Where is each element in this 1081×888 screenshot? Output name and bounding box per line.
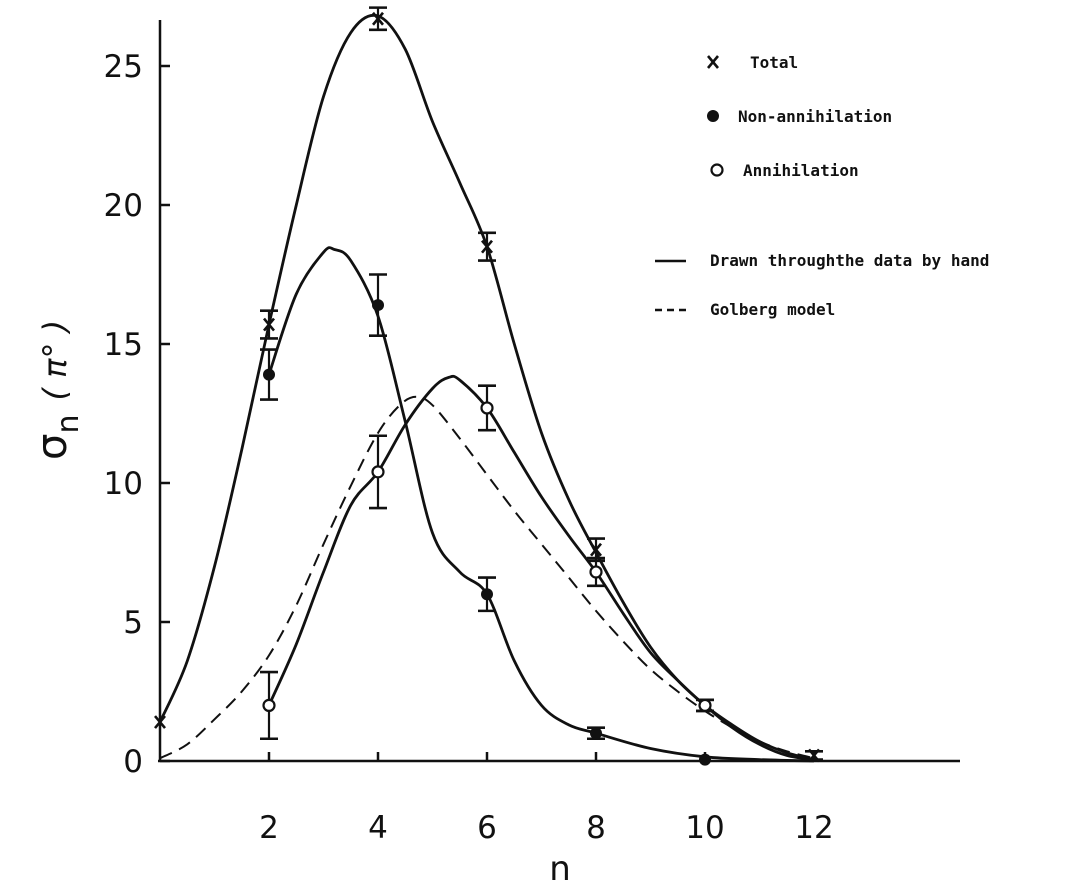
cross-stroke [707,55,719,69]
chart-axes [158,20,960,763]
series-non-annihilation [260,273,711,766]
legend-label: Drawn throughthe data by hand [710,251,989,270]
cross-stroke [481,239,493,254]
filled-circle-marker [699,753,711,766]
y-tick-label: 15 [104,327,143,363]
y-axis-title: σn ( π° ) [27,320,86,460]
cross-stroke [263,317,275,332]
filled-circle-marker [263,368,275,381]
y-tick-label: 20 [104,188,143,224]
legend-item: Total [707,53,798,72]
open-circle-marker [371,465,385,479]
hand-drawn-curve-non-annihilation [267,246,815,763]
legend-label: Golberg model [710,300,835,319]
legend-item: Drawn throughthe data by hand [655,251,989,270]
hand-drawn-curve-annihilation [267,374,815,761]
y-tick-label: 5 [123,605,143,641]
cross-marker [707,55,719,69]
y-axis-title-symbol: σ [27,433,76,460]
legend-item: Golberg model [655,300,835,319]
x-tick-label: 6 [477,810,497,846]
cross-marker [372,11,384,26]
filled-circle-marker [707,110,719,122]
x-tick-label: 8 [586,810,606,846]
y-tick-label: 10 [104,466,143,502]
x-tick-label: 10 [685,810,724,846]
y-axis-title-subscript: n [51,414,86,433]
x-tick-label: 4 [368,810,388,846]
legend-label: Total [750,53,798,72]
legend-item: Annihilation [710,161,859,180]
filled-circle-marker [372,299,384,312]
series-annihilation [260,384,714,741]
data-points [154,6,823,766]
golberg-model-curve [159,395,815,760]
filled-circle-marker [590,727,602,740]
x-tick-label: 2 [259,810,279,846]
y-tick-label: 0 [123,744,143,780]
y-axis-title-unit: ( π° ) [36,320,74,401]
cross-marker [808,748,820,763]
cross-marker [590,542,602,557]
cross-stroke [590,542,602,557]
svg-text:σn( π° ): σn ( π° ) [27,320,86,460]
legend-label: Non-annihilation [738,107,892,126]
cross-stroke [808,748,820,763]
series-total [154,6,823,763]
x-axis-ticks: 2 4 6 8 10 12 [259,752,834,846]
cross-marker [154,715,166,729]
open-circle-marker [480,401,494,415]
open-circle-marker [698,698,712,713]
y-axis-ticks: 0 5 10 15 20 25 [104,49,170,780]
cross-marker [481,239,493,254]
x-tick-label: 12 [794,810,833,846]
legend-label: Annihilation [743,161,859,180]
cross-stroke [372,11,384,26]
cross-stroke [154,715,166,729]
open-circle-marker [262,698,276,713]
legend-item: Non-annihilation [707,107,892,126]
open-circle-marker [589,565,603,579]
open-circle-marker [710,163,724,177]
fit-curves [158,13,815,763]
cross-marker [263,317,275,332]
filled-circle-marker [481,588,493,601]
legend: Total Non-annihilation Annihilation Drawn t… [655,53,989,319]
y-tick-label: 25 [104,49,143,85]
x-axis-title: n [549,849,571,888]
